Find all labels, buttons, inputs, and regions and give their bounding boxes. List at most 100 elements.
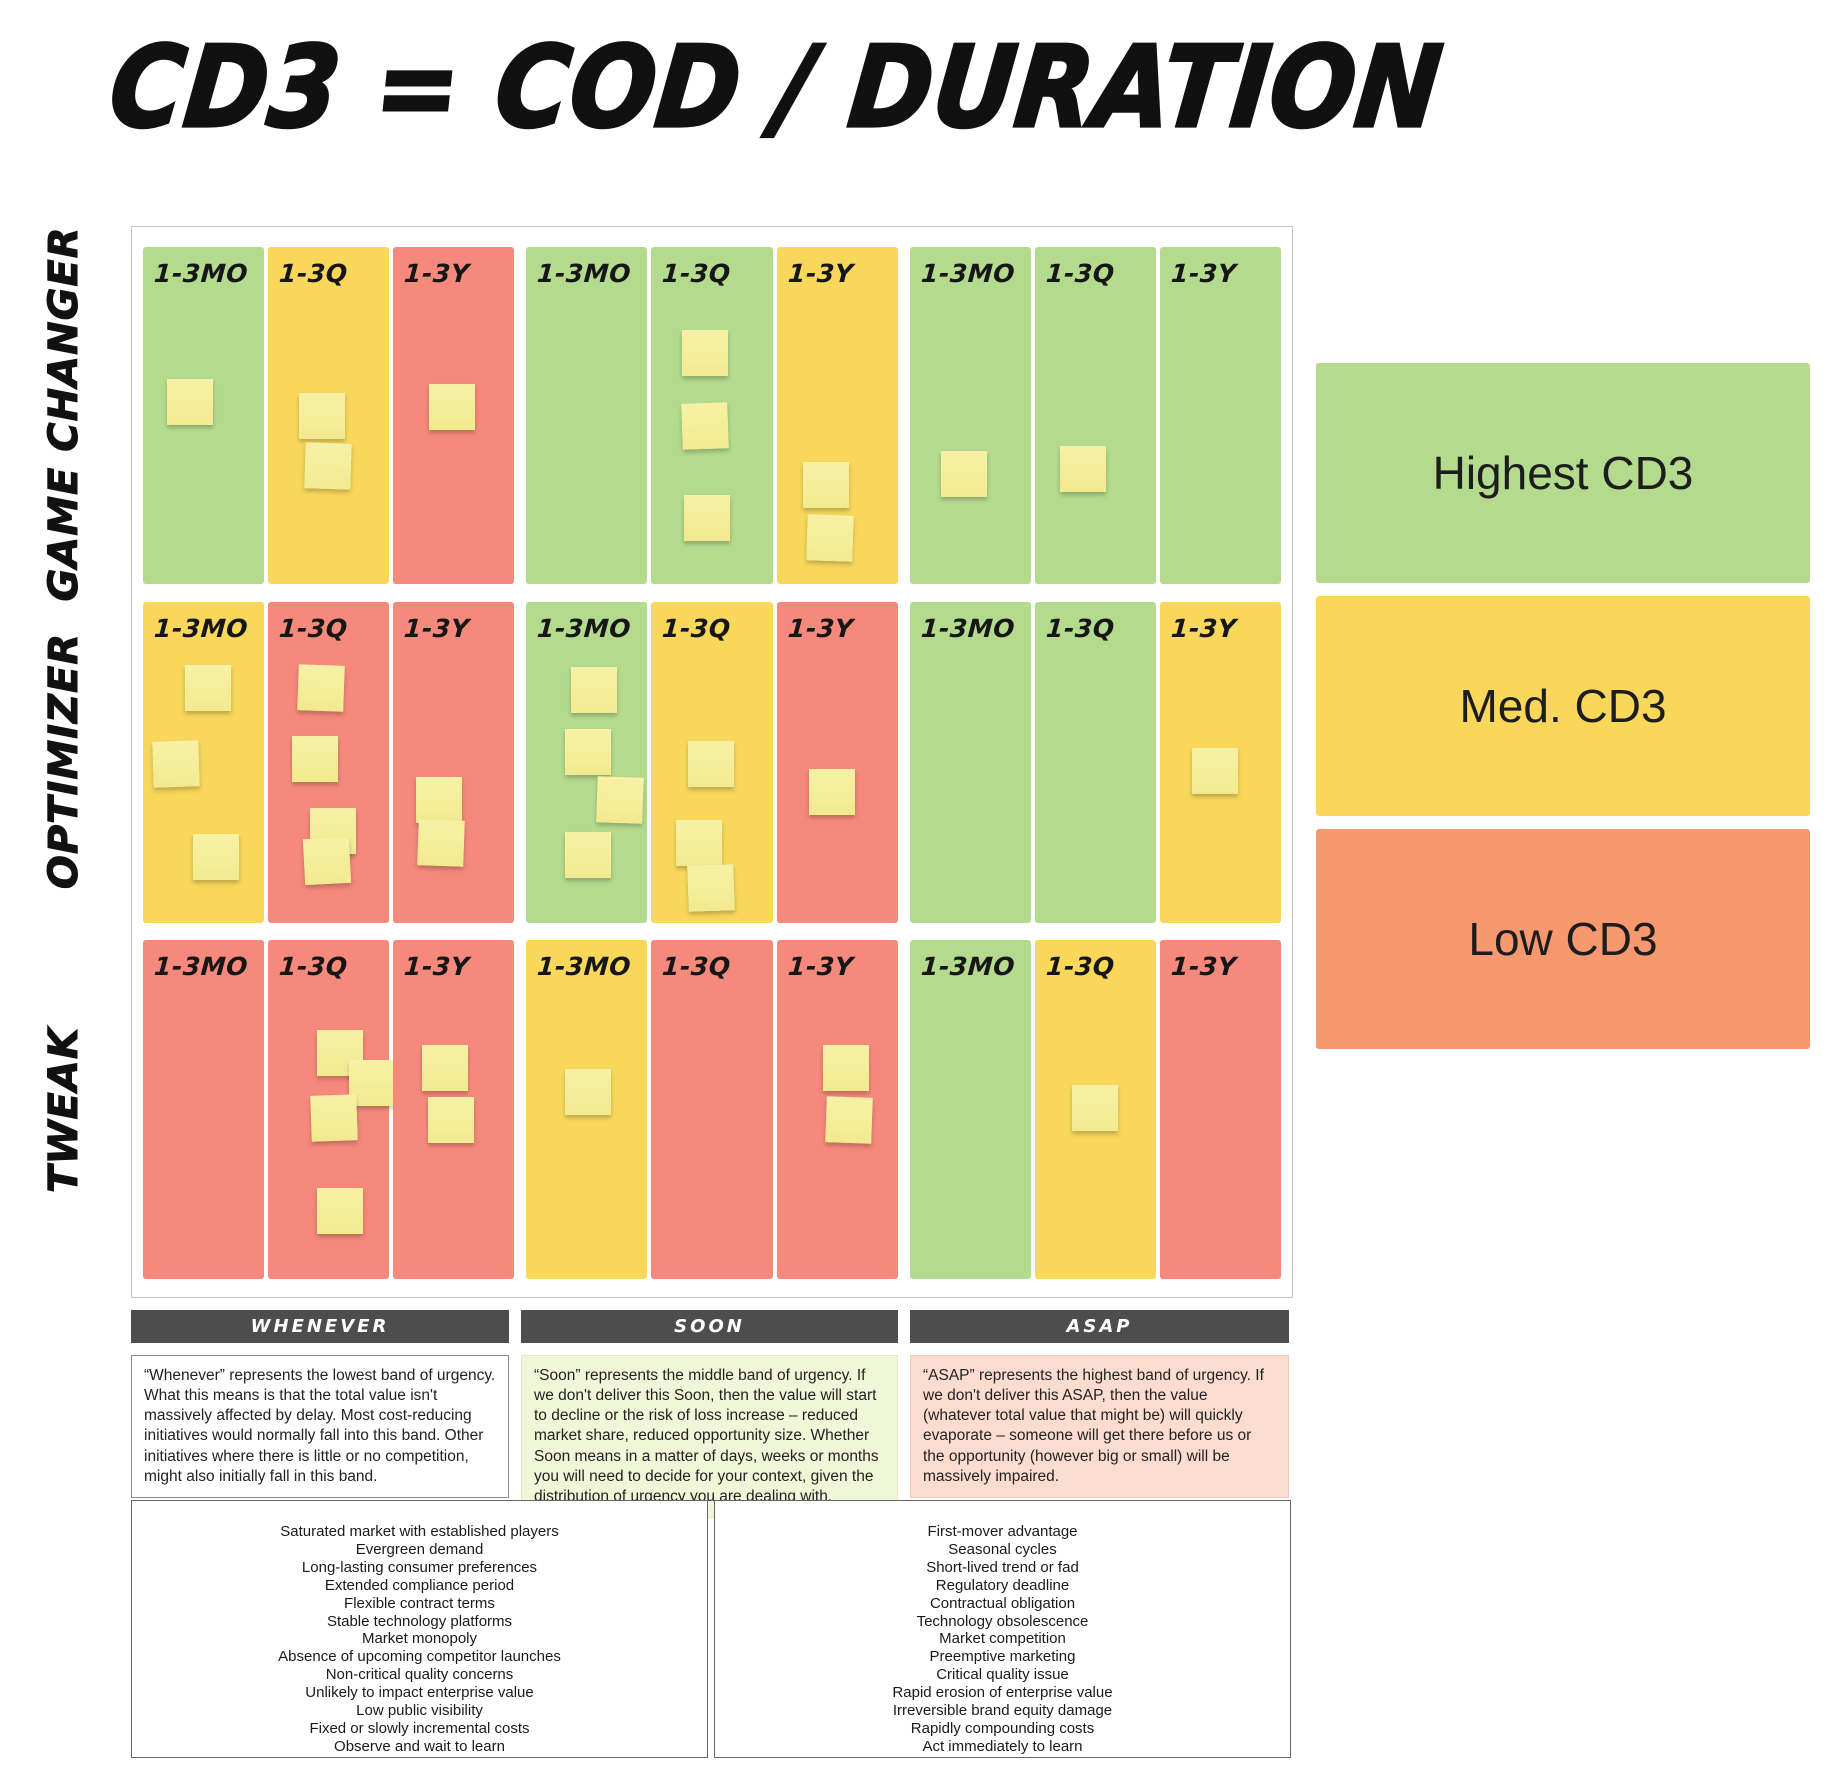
duration-column: 1-3Q	[1034, 601, 1156, 923]
sticky-note[interactable]	[417, 818, 466, 867]
example-item: Extended compliance period	[324, 1576, 515, 1594]
matrix-board: 1-3MO 1-3Q 1-3Y 1-3MO 1-3Q 1-3Y 1-3MO 1-3Q 1-3Y 1…	[131, 226, 1293, 1298]
sticky-note[interactable]	[681, 402, 730, 450]
example-item: Observe and wait to learn	[334, 1737, 505, 1755]
row-label-tweak: TWEAK	[41, 1027, 88, 1194]
band-header-asap: ASAP	[910, 1310, 1289, 1343]
sticky-note[interactable]	[304, 442, 352, 490]
sticky-note[interactable]	[193, 833, 239, 880]
duration-column: 1-3Y	[1159, 601, 1281, 923]
sticky-note[interactable]	[824, 1096, 873, 1144]
duration-column-header: 1-3MO	[536, 952, 633, 981]
sticky-note[interactable]	[310, 1094, 358, 1142]
duration-column-header: 1-3MO	[536, 613, 633, 643]
example-item: Short-lived trend or fad	[926, 1558, 1079, 1576]
sticky-note[interactable]	[297, 663, 345, 712]
duration-column: 1-3Y	[1159, 940, 1281, 1279]
sticky-note[interactable]	[1071, 1085, 1118, 1131]
example-item: Contractual obligation	[929, 1594, 1076, 1612]
sticky-note[interactable]	[802, 462, 849, 508]
duration-column-header: 1-3MO	[919, 952, 1016, 981]
example-item: Regulatory deadline	[935, 1576, 1070, 1594]
sticky-note[interactable]	[676, 819, 723, 866]
column-group-1: 1-3MO 1-3Q 1-3Y	[143, 940, 515, 1279]
column-group-2: 1-3MO 1-3Q 1-3Y	[526, 247, 898, 584]
duration-column-header: 1-3Q	[1044, 952, 1116, 981]
duration-column: 1-3Y	[776, 601, 898, 923]
duration-column: 1-3Q	[651, 247, 773, 584]
sticky-note[interactable]	[422, 1045, 469, 1091]
sticky-note[interactable]	[349, 1060, 396, 1106]
sticky-note[interactable]	[682, 330, 729, 376]
sticky-note[interactable]	[565, 728, 612, 775]
duration-column-header: 1-3Y	[786, 259, 854, 288]
duration-column-header: 1-3MO	[153, 259, 249, 288]
sticky-note[interactable]	[808, 768, 855, 815]
sticky-note[interactable]	[565, 1069, 612, 1115]
sticky-note[interactable]	[167, 379, 213, 425]
sticky-note[interactable]	[1059, 446, 1106, 492]
duration-column: 1-3MO	[143, 247, 265, 584]
duration-column-header: 1-3MO	[536, 259, 633, 288]
duration-column: 1-3Q	[268, 247, 390, 584]
duration-column-header: 1-3MO	[919, 259, 1016, 288]
duration-column-header: 1-3Q	[278, 952, 349, 981]
column-group-2: 1-3MO 1-3Q 1-3Y	[526, 601, 898, 923]
sticky-note[interactable]	[940, 451, 987, 497]
duration-column: 1-3MO	[526, 601, 648, 923]
sticky-note[interactable]	[571, 666, 618, 713]
column-group-3: 1-3MO 1-3Q 1-3Y	[909, 940, 1281, 1279]
sticky-note[interactable]	[185, 664, 231, 711]
example-item: Market competition	[939, 1630, 1066, 1648]
example-item: Technology obsolescence	[916, 1612, 1089, 1630]
duration-column-header: 1-3MO	[153, 613, 249, 643]
column-group-3: 1-3MO 1-3Q 1-3Y	[909, 247, 1281, 584]
legend-block-orange: Low CD3	[1316, 829, 1810, 1049]
duration-column-header: 1-3Q	[661, 259, 733, 288]
example-item: Flexible contract terms	[344, 1594, 495, 1612]
duration-column: 1-3MO	[143, 601, 265, 923]
band-header-soon: Soon	[521, 1310, 898, 1343]
duration-column: 1-3Y	[1159, 247, 1281, 584]
duration-column: 1-3MO	[909, 247, 1031, 584]
duration-column-header: 1-3Y	[786, 613, 854, 643]
duration-column-header: 1-3Y	[403, 259, 471, 288]
duration-column-header: 1-3Q	[1044, 259, 1116, 288]
matrix-row-3: 1-3MO 1-3Q 1-3Y 1-3MO 1-3Q 1-3Y 1-3MO 1-3Q 1-3Y	[143, 940, 1281, 1279]
sticky-note[interactable]	[152, 739, 200, 788]
sticky-note[interactable]	[429, 384, 476, 430]
duration-column: 1-3MO	[526, 247, 648, 584]
duration-column: 1-3Y	[393, 601, 515, 923]
row-label-game-changer: GAME CHANGER	[41, 226, 88, 602]
sticky-note[interactable]	[302, 836, 352, 885]
duration-column: 1-3MO	[143, 940, 265, 1279]
band-description-whenever: “Whenever” represents the lowest band of…	[131, 1355, 509, 1498]
sticky-note[interactable]	[688, 740, 735, 787]
sticky-note[interactable]	[1191, 747, 1238, 794]
page-title: CD3 = COD / DURATION	[103, 20, 1450, 154]
sticky-note[interactable]	[299, 393, 346, 439]
sticky-note[interactable]	[416, 776, 463, 823]
example-item: Seasonal cycles	[948, 1540, 1057, 1558]
example-item: Unlikely to impact enterprise value	[305, 1684, 534, 1702]
legend-block-yellow: Med. CD3	[1316, 596, 1810, 816]
sticky-note[interactable]	[822, 1045, 869, 1091]
sticky-note[interactable]	[428, 1097, 475, 1143]
column-group-1: 1-3MO 1-3Q 1-3Y	[143, 601, 515, 923]
duration-column: 1-3Y	[393, 247, 515, 584]
sticky-note[interactable]	[596, 775, 645, 824]
sticky-note[interactable]	[684, 495, 731, 541]
sticky-note[interactable]	[687, 863, 736, 912]
example-item: First-mover advantage	[927, 1523, 1078, 1540]
sticky-note[interactable]	[565, 831, 612, 878]
cd3-legend: Highest CD3 Med. CD3 Low CD3	[1316, 363, 1810, 1049]
sticky-note[interactable]	[805, 514, 854, 562]
band-description-soon: “Soon” represents the middle band of urg…	[521, 1355, 898, 1518]
duration-column: 1-3Q	[651, 601, 773, 923]
duration-column-header: 1-3Q	[278, 613, 349, 643]
sticky-note[interactable]	[292, 735, 339, 782]
sticky-note[interactable]	[317, 1188, 364, 1234]
whenever-examples-box: Saturated market with established player…	[131, 1500, 708, 1758]
example-item: Act immediately to learn	[922, 1737, 1083, 1755]
duration-column-header: 1-3Y	[786, 952, 854, 981]
